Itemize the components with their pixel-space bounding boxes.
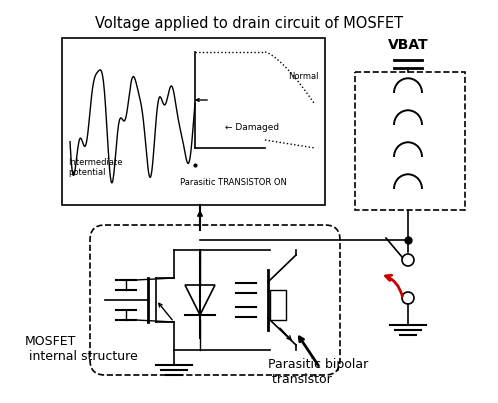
Bar (355, 72, 465, 210)
Text: internal structure: internal structure (25, 350, 138, 363)
Text: transistor: transistor (268, 373, 332, 386)
Text: ← Damaged: ← Damaged (225, 123, 279, 133)
Text: VBAT: VBAT (387, 38, 428, 52)
Text: Parasitic bipolar: Parasitic bipolar (268, 358, 368, 371)
Text: Voltage applied to drain circuit of MOSFET: Voltage applied to drain circuit of MOSF… (95, 16, 403, 31)
Text: potential: potential (68, 168, 106, 177)
Text: Parasitic TRANSISTOR ON: Parasitic TRANSISTOR ON (180, 178, 287, 187)
Bar (270, 290, 286, 320)
Text: Normal: Normal (288, 72, 319, 81)
Text: MOSFET: MOSFET (25, 335, 76, 348)
Text: Intermediate: Intermediate (68, 158, 123, 167)
Bar (62, 38, 325, 205)
